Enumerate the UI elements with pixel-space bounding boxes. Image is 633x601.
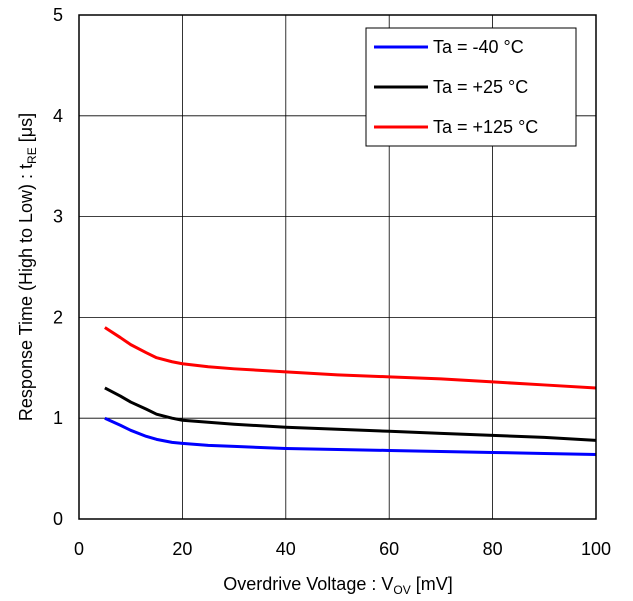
series-layer bbox=[104, 326, 597, 456]
y-tick-label-3: 3 bbox=[53, 207, 63, 227]
y-axis-label: Response Time (High to Low) : tRE [μs] bbox=[16, 113, 39, 421]
legend: Ta = -40 °C Ta = +25 °C Ta = +125 °C bbox=[365, 27, 577, 147]
y-tick-label-5: 5 bbox=[53, 5, 63, 25]
y-axis-label-subscript: RE bbox=[25, 147, 39, 164]
y-tick-label-0: 0 bbox=[53, 509, 63, 529]
x-tick-label-100: 100 bbox=[581, 539, 611, 559]
x-tick-label-40: 40 bbox=[276, 539, 296, 559]
legend-label-minus40: Ta = -40 °C bbox=[433, 37, 524, 57]
y-tick-label-1: 1 bbox=[53, 408, 63, 428]
x-tick-label-0: 0 bbox=[74, 539, 84, 559]
y-axis-label-main: Response Time (High to Low) : t bbox=[16, 164, 36, 421]
y-tick-labels: 0 1 2 3 4 5 bbox=[53, 5, 63, 529]
legend-label-plus25: Ta = +25 °C bbox=[433, 77, 528, 97]
x-axis-label-main: Overdrive Voltage : V bbox=[223, 574, 393, 594]
x-tick-labels: 0 20 40 60 80 100 bbox=[74, 539, 611, 559]
y-tick-label-4: 4 bbox=[53, 106, 63, 126]
x-tick-label-20: 20 bbox=[172, 539, 192, 559]
x-tick-label-60: 60 bbox=[379, 539, 399, 559]
y-axis-label-unit: [μs] bbox=[16, 113, 36, 147]
series-line-2 bbox=[104, 326, 597, 390]
x-tick-label-80: 80 bbox=[483, 539, 503, 559]
series-line-0 bbox=[104, 416, 597, 456]
x-axis-label-subscript: OV bbox=[393, 583, 410, 597]
x-axis-label-unit: [mV] bbox=[411, 574, 453, 594]
plot-frame bbox=[78, 14, 597, 520]
series-line-1 bbox=[104, 386, 597, 442]
x-axis-label: Overdrive Voltage : VOV [mV] bbox=[223, 574, 452, 597]
y-tick-label-2: 2 bbox=[53, 307, 63, 327]
legend-label-plus125: Ta = +125 °C bbox=[433, 117, 538, 137]
